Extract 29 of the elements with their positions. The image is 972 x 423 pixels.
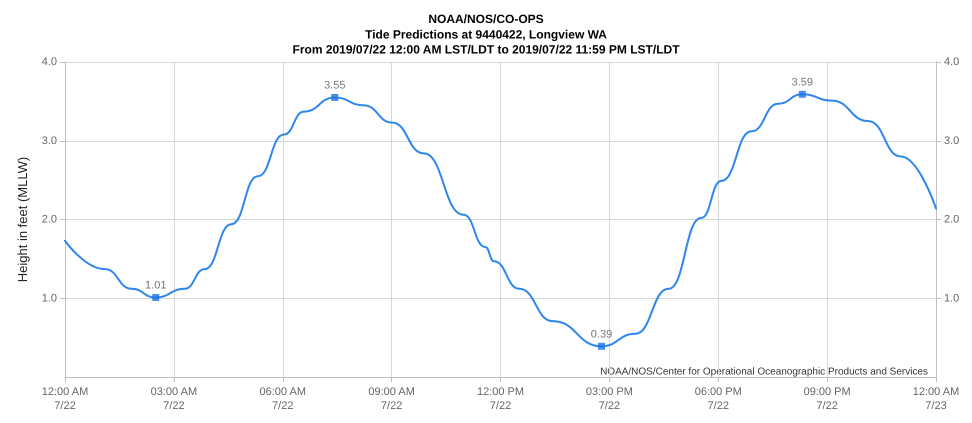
x-tick-label: 12:00 AM 7/23 — [912, 386, 960, 412]
point — [798, 90, 806, 98]
data-label: 1.01 — [145, 279, 166, 292]
x-tick-label: 09:00 AM 7/22 — [368, 386, 415, 412]
y-axis-title: Height in feet (MLLW) — [15, 156, 30, 282]
point — [598, 342, 606, 350]
y2-tick-label: 1.0 — [944, 292, 960, 304]
data-label: 3.59 — [792, 76, 814, 88]
x-tick-label: 03:00 AM 7/22 — [150, 386, 198, 412]
x-tick-label: 09:00 PM 7/22 — [804, 386, 851, 412]
y-tick-label: 2.0 — [42, 214, 57, 226]
annotation: NOAA/NOS/Center for Operational Oceanographic Products and Services — [600, 366, 928, 378]
y-tick-label: 3.0 — [42, 134, 57, 147]
x-tick-label: 12:00 PM 7/22 — [476, 386, 524, 412]
point — [331, 94, 338, 101]
point — [152, 294, 160, 301]
x-tick-label: 06:00 AM 7/22 — [260, 386, 306, 412]
y2-tick-label: 4.0 — [944, 56, 960, 68]
chart-subtitle: Tide Predictions at 9440422, Longview WA From 2019/07/22 12:00 AM LST/LDT to 2019/07/22 11:59 PM LST/LDT — [292, 28, 680, 56]
y2-tick-label: 3.0 — [944, 134, 960, 147]
y-tick-label: 4.0 — [42, 56, 57, 68]
y2-tick-label: 2.0 — [944, 214, 960, 226]
data-label: 3.55 — [324, 79, 346, 92]
x-tick-label: 12:00 AM 7/22 — [42, 386, 88, 412]
chart-title: NOAA/NOS/CO-OPS — [428, 12, 544, 26]
x-tick-label: 06:00 PM 7/22 — [694, 386, 742, 412]
x-tick-label: 03:00 PM 7/22 — [586, 386, 633, 412]
y-tick-label: 1.0 — [42, 292, 57, 304]
data-label: 0.39 — [590, 328, 612, 340]
